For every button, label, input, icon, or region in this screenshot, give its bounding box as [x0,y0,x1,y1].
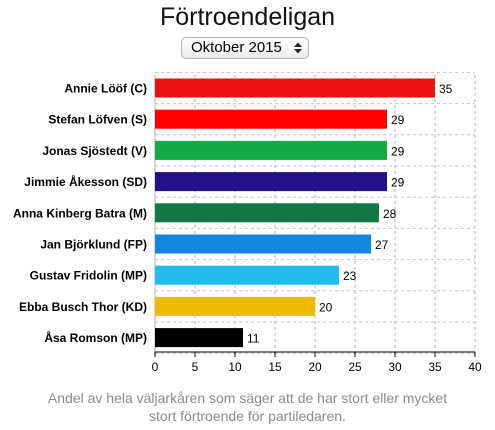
data-label: 29 [391,176,405,190]
category-labels: Annie Lööf (C) Stefan Löfven (S) Jonas Sjö… [13,82,147,346]
bar [155,265,339,285]
period-select[interactable]: Oktober 2015 [181,37,309,59]
category-label: Ebba Busch Thor (KD) [19,300,147,314]
bar [155,109,387,129]
x-tick-label: 35 [428,360,442,374]
data-label: 20 [319,300,333,314]
chart-footnote: Andel av hela väljarkåren som säger att … [0,389,495,425]
x-axis: 0 5 10 15 20 25 30 35 40 [152,351,482,374]
x-tick-label: 25 [348,360,362,374]
category-label: Jimmie Åkesson (SD) [24,174,147,189]
category-label: Jonas Sjöstedt (V) [42,144,147,158]
x-tick-label: 0 [152,360,159,374]
data-label: 35 [439,82,453,96]
x-tick-label: 5 [192,360,199,374]
x-tick-label: 10 [228,360,242,374]
data-label: 29 [391,113,405,127]
category-label: Gustav Fridolin (MP) [30,269,147,283]
x-tick-label: 30 [388,360,402,374]
x-tick-label: 20 [308,360,322,374]
select-arrows-icon [294,42,302,54]
bar [155,140,387,160]
page-title: Förtroendeligan [159,3,336,31]
bar [155,203,379,223]
bar [155,328,243,348]
data-label: 29 [391,144,405,158]
category-label: Anna Kinberg Batra (M) [13,206,147,220]
footnote-line-2: stort förtroende för partiledaren. [149,408,346,424]
category-label: Annie Lööf (C) [64,82,147,96]
data-label: 11 [247,332,260,346]
x-tick-label: 15 [268,360,282,374]
x-tick-label: 40 [468,360,482,374]
category-label: Jan Björklund (FP) [40,238,147,252]
value-labels: 35 29 29 29 28 27 23 20 11 [247,82,453,346]
bar [155,78,435,98]
bar-chart: Annie Lööf (C) Stefan Löfven (S) Jonas Sjö… [13,71,482,374]
data-label: 27 [375,238,389,252]
data-label: 23 [343,269,357,283]
period-select-value: Oktober 2015 [191,39,282,56]
data-label: 28 [383,207,397,221]
bars [155,78,435,348]
bar [155,172,387,192]
footnote-line-1: Andel av hela väljarkåren som säger att … [47,390,448,406]
bar [155,234,371,254]
bar [155,296,315,316]
category-label: Åsa Romson (MP) [44,330,147,345]
category-label: Stefan Löfven (S) [48,113,147,127]
